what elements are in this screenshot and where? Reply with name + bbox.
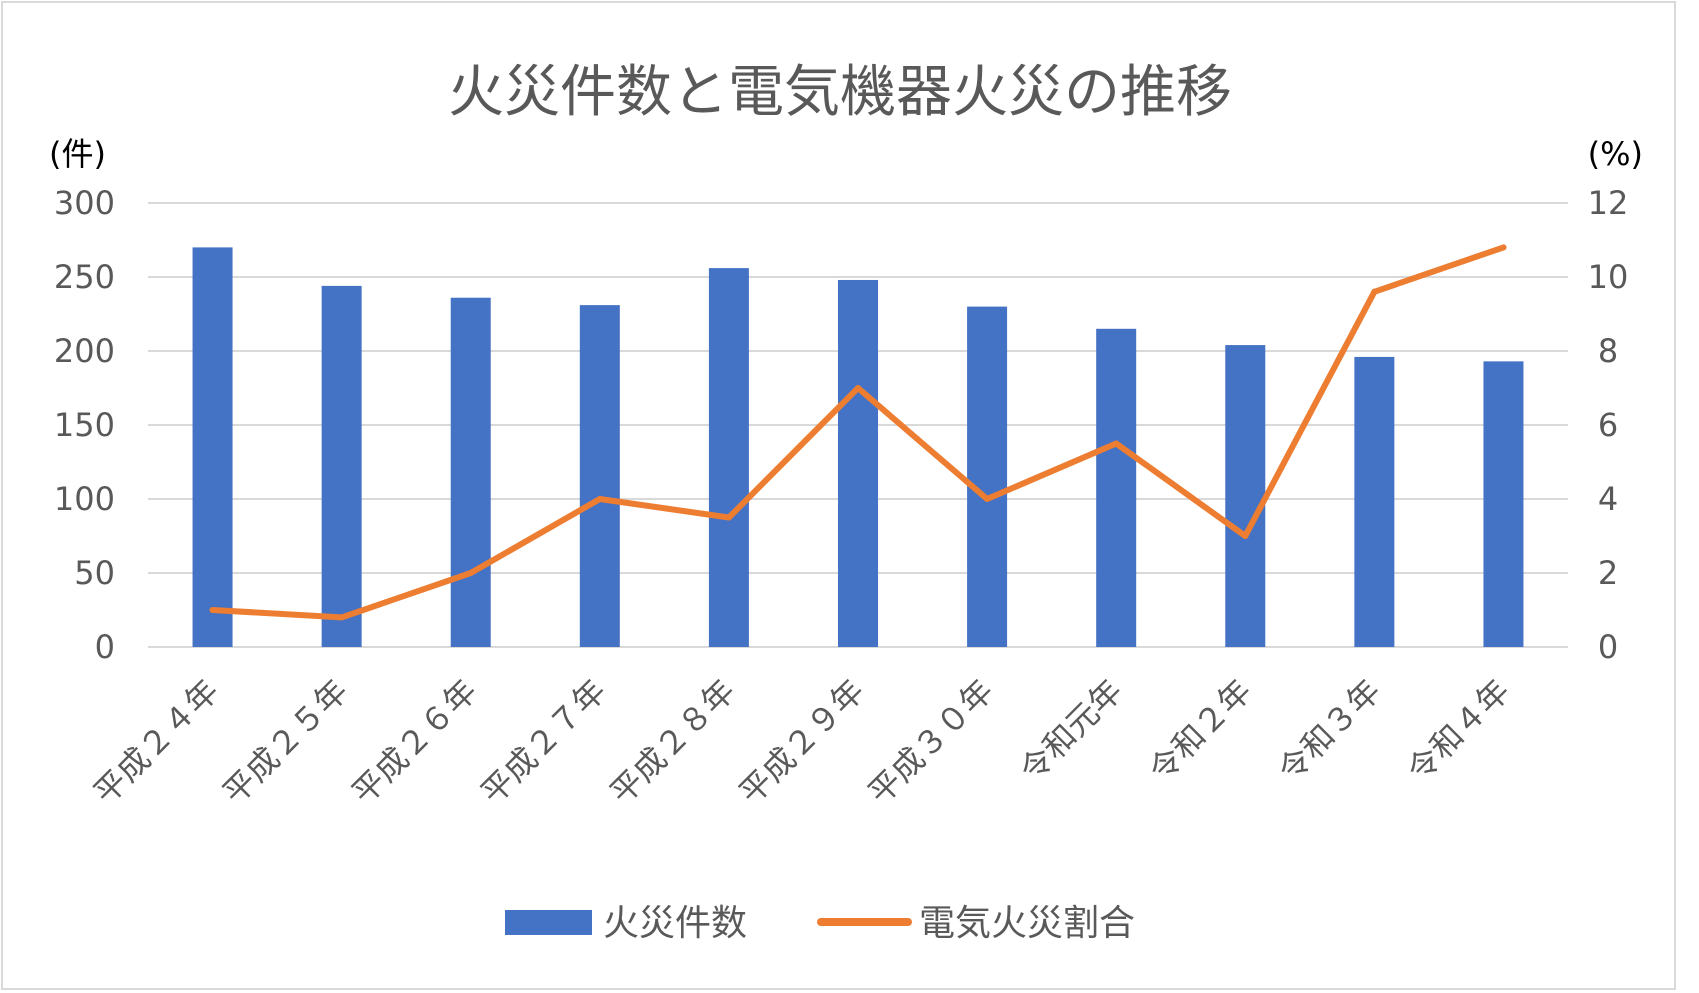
x-tick-label: 平成２６年 [344, 672, 484, 812]
right-y-tick-label: 2 [1598, 554, 1618, 592]
x-tick-labels: 平成２４年平成２５年平成２６年平成２７年平成２８年平成２９年平成３０年 令和元年令… [86, 672, 1517, 812]
legend-bar-swatch [505, 910, 592, 935]
left-y-tick-label: 200 [54, 332, 115, 370]
line-point [1242, 533, 1249, 539]
x-tick-label: 平成２９年 [732, 672, 872, 812]
x-tick-label: 平成２５年 [215, 672, 355, 812]
bar [321, 285, 362, 647]
left-y-tick-label: 0 [95, 628, 115, 666]
right-y-tick-label: 10 [1588, 258, 1629, 296]
x-tick-label: 平成２８年 [603, 672, 743, 812]
x-tick-label: 令和４年 [1400, 672, 1517, 789]
right-y-tick-label: 6 [1598, 406, 1618, 444]
left-axis-unit: (件) [49, 135, 106, 173]
x-tick-label: 平成２７年 [473, 672, 613, 812]
x-tick-label: 令和２年 [1142, 672, 1259, 789]
bar [708, 268, 749, 647]
bar [1354, 356, 1395, 647]
line-point [209, 607, 216, 613]
bar [1096, 328, 1137, 647]
legend: 火災件数 電気火災割合 [505, 903, 1135, 944]
left-y-tick-label: 300 [54, 184, 115, 222]
left-y-tick-label: 250 [54, 258, 115, 296]
line-point [725, 514, 732, 521]
line-point [984, 496, 991, 502]
line-point [1371, 288, 1378, 295]
legend-bar-label: 火災件数 [603, 903, 747, 944]
bar-series-layer [192, 247, 1524, 647]
combo-chart: 火災件数と電気機器火災の推移 (件) (%) 0 0 50 2 100 4 150 6 200 8… [49, 60, 1643, 944]
bar [192, 247, 233, 647]
x-tick-label: 令和３年 [1271, 672, 1388, 789]
left-y-tick-label: 100 [54, 480, 115, 518]
line-series-layer [209, 244, 1507, 621]
bar [838, 279, 878, 647]
x-tick-label: 平成２４年 [86, 672, 226, 812]
chart-title: 火災件数と電気機器火災の推移 [448, 60, 1232, 125]
line-point [596, 496, 603, 502]
right-axis-unit: (%) [1588, 135, 1643, 173]
bar [967, 306, 1008, 647]
left-y-tick-label: 50 [74, 554, 115, 592]
x-tick-label: 令和元年 [1012, 672, 1129, 789]
line-point [1113, 440, 1120, 447]
bar [1483, 361, 1524, 647]
bar [579, 305, 620, 647]
legend-line-label: 電気火災割合 [919, 903, 1135, 944]
right-y-tick-label: 8 [1598, 332, 1618, 370]
line-point [338, 614, 345, 621]
right-y-tick-label: 4 [1598, 480, 1618, 518]
line-point [467, 570, 474, 576]
bar [450, 297, 491, 647]
right-y-tick-label: 12 [1588, 184, 1629, 222]
bar [1225, 345, 1266, 647]
right-y-tick-label: 0 [1598, 628, 1618, 666]
y-tick-labels: 0 0 50 2 100 4 150 6 200 8 250 10 300 12 [54, 184, 1628, 666]
line-point [1500, 244, 1507, 251]
line-point [855, 385, 861, 391]
left-y-tick-label: 150 [54, 406, 115, 444]
x-tick-label: 平成３０年 [861, 672, 1001, 812]
